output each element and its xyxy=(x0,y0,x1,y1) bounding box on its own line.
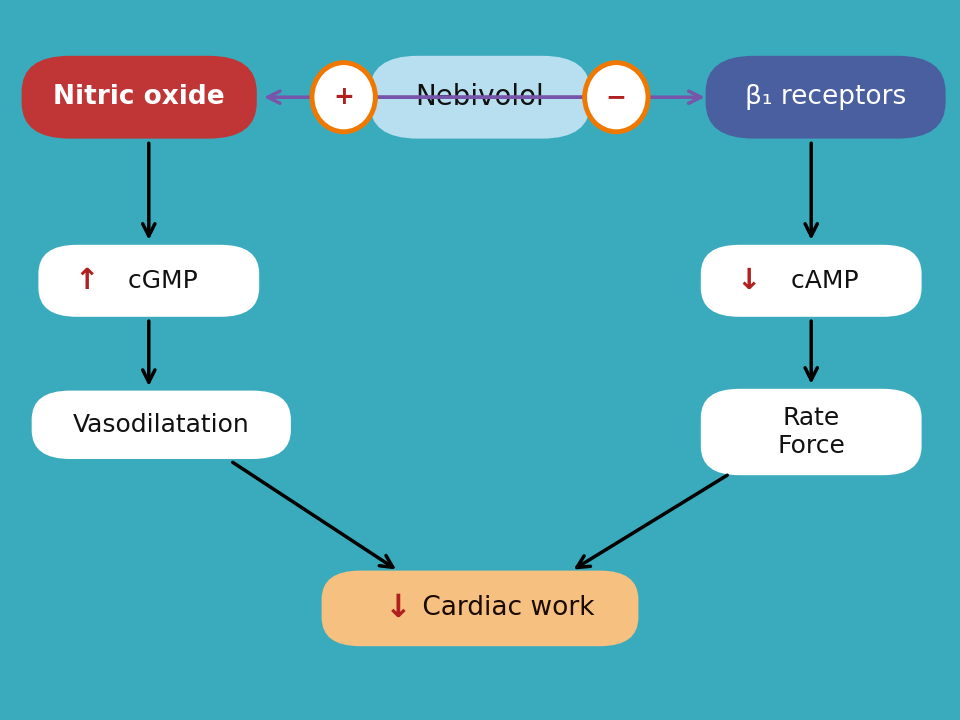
Text: Vasodilatation: Vasodilatation xyxy=(73,413,250,437)
Text: Nebivolol: Nebivolol xyxy=(416,84,544,111)
Text: ↓: ↓ xyxy=(385,593,412,624)
Text: +: + xyxy=(333,85,354,109)
Text: Nitric oxide: Nitric oxide xyxy=(54,84,225,110)
FancyBboxPatch shape xyxy=(32,390,291,459)
FancyBboxPatch shape xyxy=(322,570,638,647)
Text: ↑: ↑ xyxy=(74,267,99,294)
Ellipse shape xyxy=(585,63,648,132)
FancyBboxPatch shape xyxy=(701,389,922,475)
Text: Cardiac work: Cardiac work xyxy=(414,595,594,621)
Ellipse shape xyxy=(312,63,375,132)
Text: −: − xyxy=(606,85,627,109)
FancyBboxPatch shape xyxy=(706,56,946,139)
FancyBboxPatch shape xyxy=(701,245,922,317)
FancyBboxPatch shape xyxy=(38,245,259,317)
Text: cGMP: cGMP xyxy=(120,269,197,293)
FancyBboxPatch shape xyxy=(370,56,590,139)
Text: ↓: ↓ xyxy=(736,267,761,294)
FancyBboxPatch shape xyxy=(21,56,256,139)
Text: Rate
Force: Rate Force xyxy=(778,406,845,458)
Text: cAMP: cAMP xyxy=(783,269,858,293)
Text: β₁ receptors: β₁ receptors xyxy=(745,84,906,110)
